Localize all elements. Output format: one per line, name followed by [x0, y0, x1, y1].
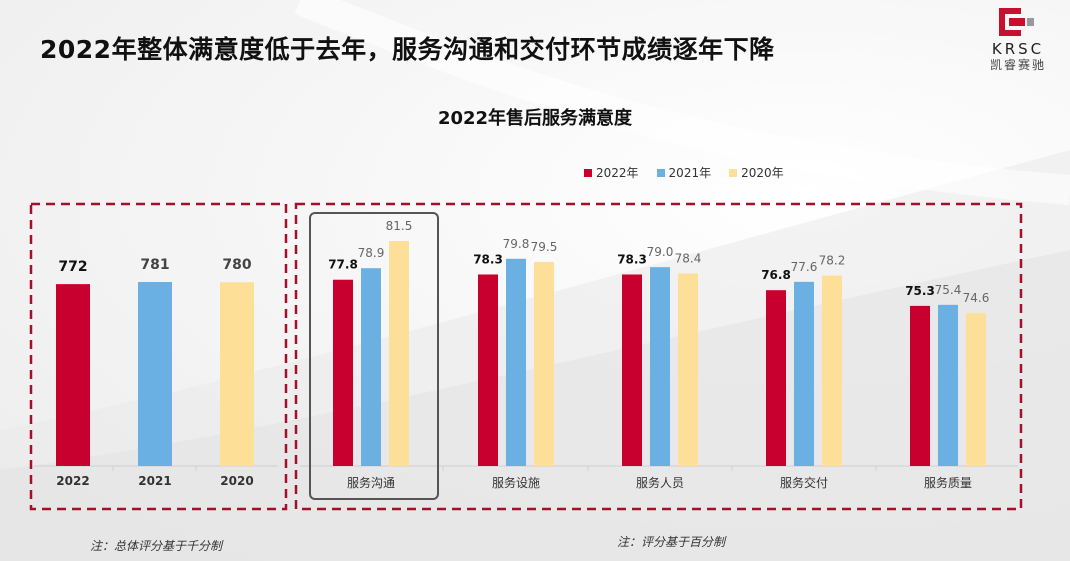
- value-label-服务人员-2020年: 78.4: [675, 251, 702, 265]
- value-label-服务质量-2021年: 75.4: [935, 283, 962, 297]
- legend-label-2021: 2021年: [668, 166, 712, 180]
- highlight-box-service-communication: [309, 212, 439, 500]
- bar-服务设施-2022年: [478, 274, 498, 466]
- value-label-服务设施-2022年: 78.3: [473, 252, 503, 266]
- value-label-服务人员-2022年: 78.3: [617, 252, 647, 266]
- bar-服务沟通-2022年: [333, 279, 353, 466]
- bar-服务质量-2021年: [938, 304, 958, 466]
- bar-服务人员-2021年: [650, 267, 670, 466]
- value-label-服务质量-2022年: 75.3: [905, 284, 935, 298]
- value-label-服务设施-2021年: 79.8: [503, 237, 530, 251]
- overall-value-label-2020: 780: [222, 257, 251, 273]
- logo-text: KRSC: [991, 40, 1045, 58]
- value-label-服务沟通-2020年: 81.5: [386, 219, 413, 233]
- bar-服务交付-2021年: [794, 281, 814, 466]
- category-label-服务设施: 服务设施: [492, 475, 540, 490]
- value-label-服务人员-2021年: 79.0: [647, 245, 674, 259]
- value-label-服务沟通-2022年: 77.8: [328, 258, 358, 272]
- overall-bar-2021: [138, 282, 172, 466]
- legend-label-2022: 2022年: [596, 166, 639, 180]
- chart-legend: 2022年 2021年 2020年: [584, 164, 784, 181]
- overall-value-label-2022: 772: [58, 259, 87, 275]
- overall-bar-2020: [220, 282, 254, 466]
- bar-服务人员-2022年: [622, 274, 642, 466]
- legend-swatch-2021: [656, 168, 665, 177]
- bar-服务质量-2020年: [966, 313, 986, 466]
- overall-value-label-2021: 781: [140, 257, 169, 273]
- logo-subtitle: 凯睿赛驰: [989, 58, 1046, 72]
- note-left: 注：总体评分基于千分制: [90, 539, 223, 553]
- left-dashed-frame: [29, 202, 288, 511]
- overall-category-label-2020: 2020: [220, 474, 253, 488]
- value-label-服务交付-2021年: 77.6: [791, 260, 818, 274]
- value-label-服务设施-2020年: 79.5: [531, 240, 558, 254]
- bar-服务交付-2022年: [766, 290, 786, 466]
- note-right: 注：评分基于百分制: [617, 535, 726, 549]
- value-label-服务沟通-2021年: 78.9: [358, 246, 385, 260]
- value-label-服务交付-2020年: 78.2: [819, 254, 846, 268]
- category-label-服务交付: 服务交付: [780, 475, 828, 490]
- logo-mark-icon: [999, 8, 1034, 36]
- category-label-服务质量: 服务质量: [924, 475, 972, 490]
- right-dashed-frame: [294, 202, 1023, 511]
- overall-bar-2022: [56, 284, 90, 466]
- bar-服务人员-2020年: [678, 273, 698, 466]
- value-label-服务交付-2022年: 76.8: [761, 268, 791, 282]
- category-label-服务人员: 服务人员: [636, 475, 684, 490]
- bar-服务交付-2020年: [822, 275, 842, 466]
- legend-item-2022: 2022年: [584, 164, 639, 181]
- legend-swatch-2020: [729, 168, 738, 177]
- legend-item-2021: 2021年: [656, 164, 712, 181]
- brand-logo: KRSC 凯睿赛驰: [978, 6, 1058, 72]
- value-label-服务质量-2020年: 74.6: [963, 291, 990, 305]
- bar-服务沟通-2020年: [389, 241, 409, 466]
- bar-服务质量-2022年: [910, 305, 930, 466]
- bar-服务设施-2020年: [534, 261, 554, 466]
- bar-服务设施-2021年: [506, 258, 526, 466]
- overall-category-label-2022: 2022: [56, 474, 89, 488]
- chart-title: 2022年售后服务满意度: [437, 108, 633, 129]
- legend-item-2020: 2020年: [729, 164, 784, 181]
- legend-label-2020: 2020年: [741, 166, 784, 180]
- bar-服务沟通-2021年: [361, 268, 381, 466]
- category-label-服务沟通: 服务沟通: [347, 475, 395, 490]
- legend-swatch-2022: [584, 168, 592, 177]
- overall-category-label-2021: 2021: [138, 474, 171, 488]
- page-headline: 2022年整体满意度低于去年，服务沟通和交付环节成绩逐年下降: [40, 35, 775, 64]
